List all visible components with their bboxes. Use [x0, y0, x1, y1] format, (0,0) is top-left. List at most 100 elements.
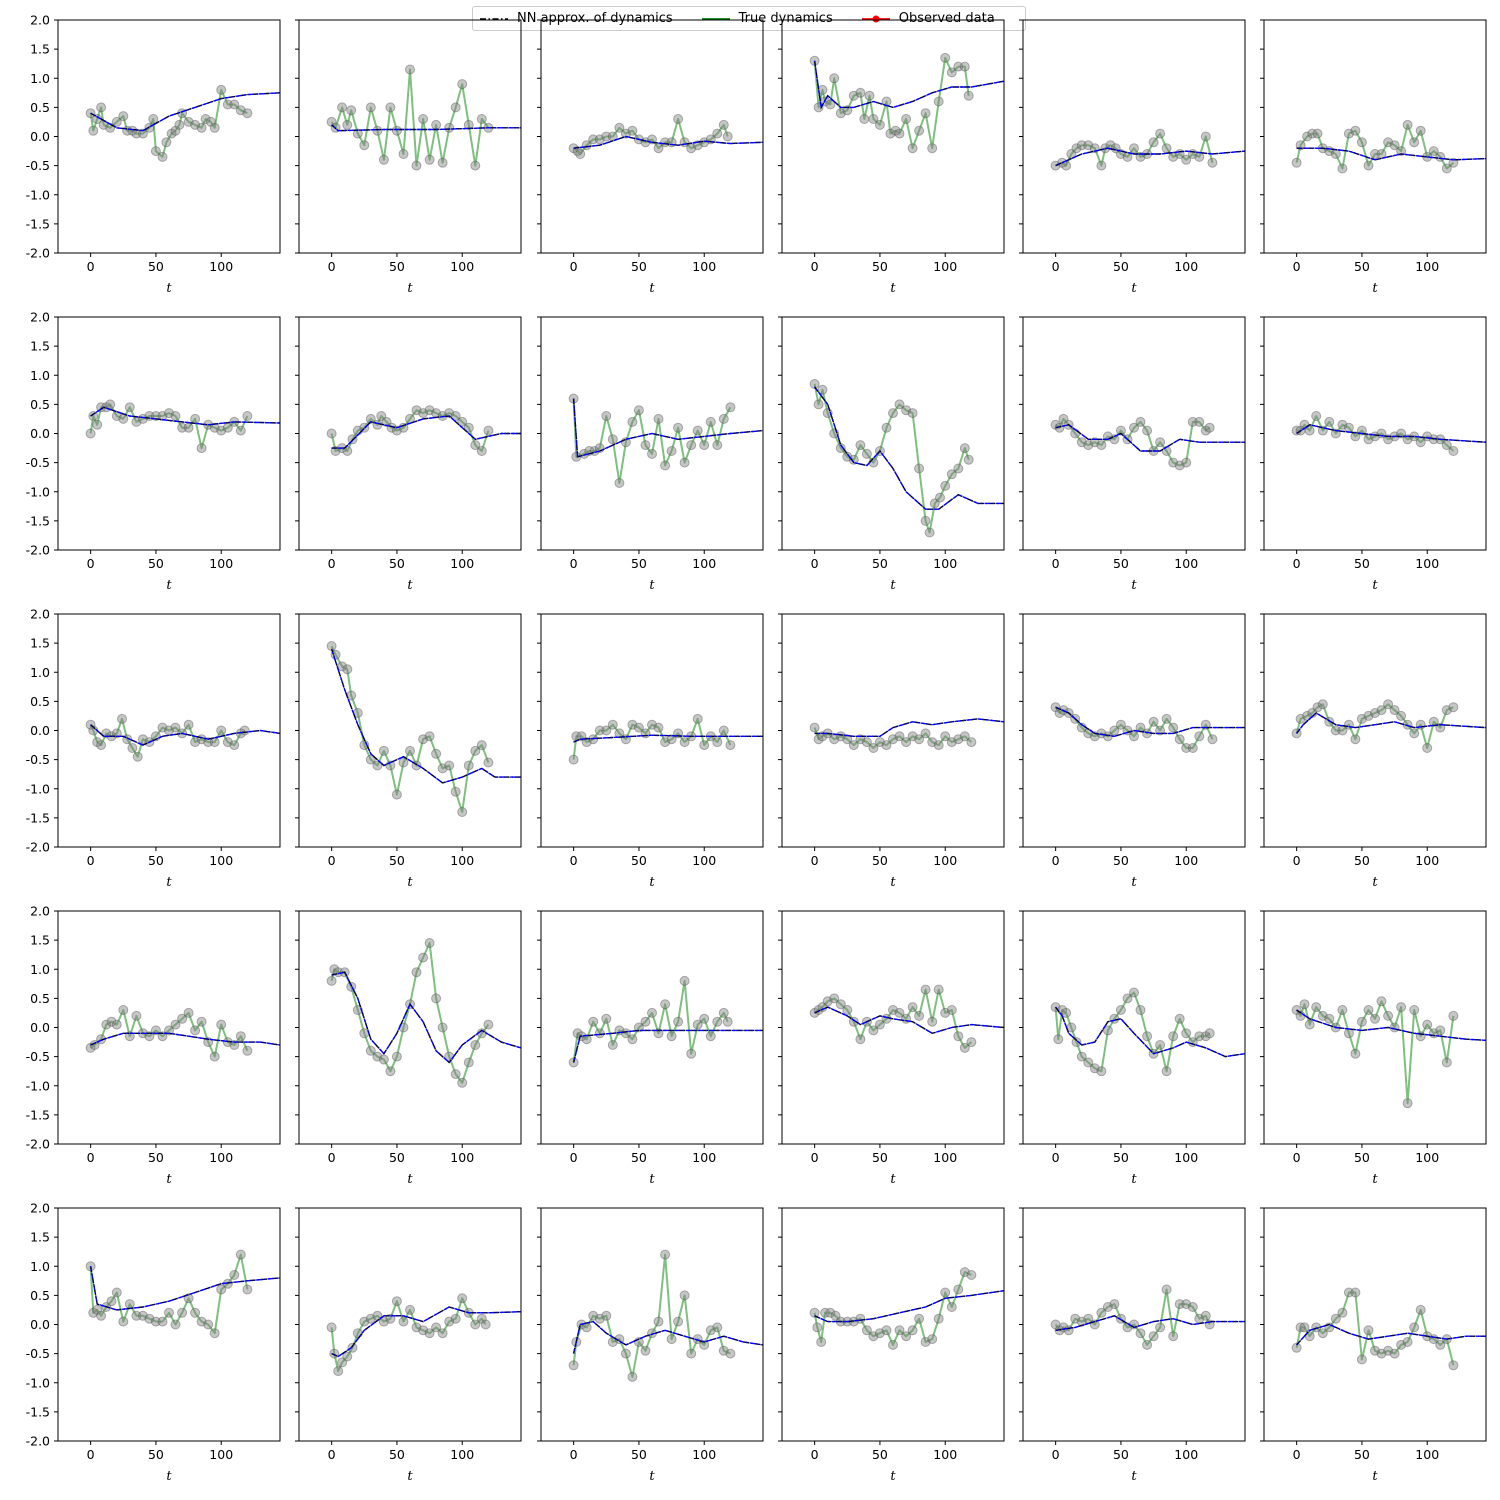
plot-area — [568, 975, 763, 1068]
y-tick-label: 0.5 — [30, 694, 50, 709]
observed-point — [333, 1366, 344, 1377]
observed-point — [666, 734, 677, 745]
observed-point — [216, 84, 227, 95]
observed-point — [157, 411, 168, 421]
y-tick-label: 1.0 — [30, 368, 50, 383]
observed-point — [132, 751, 143, 762]
observed-point — [164, 408, 174, 419]
observed-point — [164, 1307, 174, 1318]
y-tick-label: 1.5 — [30, 42, 50, 57]
nn-approx-line-black — [90, 92, 280, 132]
x-axis-label: t — [407, 875, 413, 890]
observed-point — [874, 1328, 885, 1339]
observed-point — [920, 108, 931, 119]
subplot-1-2: 0 50 100 t — [295, 19, 522, 296]
nn-approx-line-blue — [1055, 1315, 1245, 1331]
observed-point — [842, 1005, 853, 1015]
observed-point — [105, 399, 116, 410]
subplot-3-2: 0 50 100 t — [295, 613, 522, 890]
subplot-2-2: 0 50 100 t — [295, 316, 522, 593]
observed-point — [1383, 1345, 1394, 1356]
legend-swatch-nn — [480, 17, 508, 20]
observed-point — [963, 454, 974, 465]
observed-point — [607, 719, 618, 730]
observed-point — [1370, 1345, 1380, 1356]
observed-point — [1350, 431, 1361, 442]
subplot-2-5: 0 50 100 t — [1019, 316, 1246, 593]
observed-point — [235, 105, 246, 116]
observed-point — [190, 413, 201, 424]
observed-point — [601, 725, 612, 736]
x-tick-label: 50 — [631, 259, 647, 274]
observed-point — [946, 1302, 957, 1312]
observed-point — [725, 1348, 736, 1359]
nn-approx-line-blue — [90, 724, 280, 746]
observed-point — [1383, 699, 1394, 710]
y-tick-label: 0.5 — [30, 397, 50, 412]
observed-point — [1324, 416, 1335, 427]
observed-point — [150, 146, 161, 157]
observed-point — [835, 108, 846, 119]
observed-point — [809, 1307, 820, 1318]
true-dynamics-line — [1295, 123, 1455, 170]
observed-point — [816, 1337, 827, 1347]
observed-point — [242, 411, 253, 421]
observed-point — [346, 105, 357, 116]
observed-point — [391, 425, 402, 436]
observed-point — [1441, 1057, 1452, 1068]
observed-point — [825, 99, 836, 110]
observed-point — [842, 734, 853, 745]
observed-point — [901, 114, 912, 124]
observed-point — [848, 90, 859, 101]
subplot-4-1: 2.0 1.5 1.0 0.5 0.0 -0.5 -1.0 -1.5 -2.0 0 50 100 t — [26, 904, 281, 1187]
x-tick-label: 50 — [148, 853, 164, 868]
nn-approx-line-blue — [331, 415, 521, 449]
observed-point — [137, 128, 148, 139]
observed-point — [378, 1316, 389, 1327]
x-tick-label: 50 — [1113, 556, 1129, 571]
observed-point — [326, 975, 337, 986]
x-axis-label: t — [166, 875, 172, 890]
x-tick-label: 0 — [87, 259, 95, 274]
nn-approx-line-blue — [331, 971, 521, 1064]
observed-point — [337, 102, 348, 113]
observed-point — [705, 1325, 716, 1336]
x-axis-label: t — [1131, 1469, 1137, 1484]
y-tick-label: 0.5 — [30, 1288, 50, 1303]
observed-point — [418, 952, 429, 963]
observed-point — [822, 996, 833, 1007]
observed-point — [1161, 143, 1172, 154]
x-tick-label: 100 — [209, 1447, 233, 1462]
y-tick-label: -0.5 — [26, 1346, 50, 1361]
x-axis-label: t — [1131, 578, 1137, 593]
observed-point — [1174, 1299, 1185, 1310]
axes-frame — [781, 910, 1005, 1145]
observed-point — [1102, 1302, 1113, 1312]
observed-point — [1363, 1005, 1374, 1015]
observed-point — [1356, 1016, 1367, 1027]
true-dynamics-line — [813, 56, 970, 150]
observed-point — [812, 1322, 823, 1333]
true-dynamics-line — [1054, 991, 1211, 1073]
observed-point — [372, 125, 383, 136]
subplot-4-6: 0 50 100 t — [1260, 910, 1487, 1187]
observed-point — [699, 1013, 710, 1024]
observed-point — [1174, 734, 1185, 745]
observed-point — [437, 763, 448, 774]
observed-point — [1312, 702, 1323, 713]
observed-point — [1441, 440, 1452, 451]
observed-point — [653, 722, 664, 733]
plot-area — [85, 713, 280, 762]
observed-point — [914, 734, 925, 745]
plot-area — [1050, 702, 1245, 753]
true-dynamics-line — [89, 88, 248, 158]
subplot-3-5: 0 50 100 t — [1019, 613, 1246, 890]
observed-point — [391, 125, 402, 136]
observed-point — [372, 419, 383, 430]
x-tick-label: 50 — [872, 556, 888, 571]
observed-point — [820, 1307, 831, 1318]
observed-point — [959, 443, 970, 454]
x-tick-label: 100 — [1415, 259, 1439, 274]
observed-point — [1370, 149, 1380, 159]
observed-point — [235, 1031, 246, 1042]
